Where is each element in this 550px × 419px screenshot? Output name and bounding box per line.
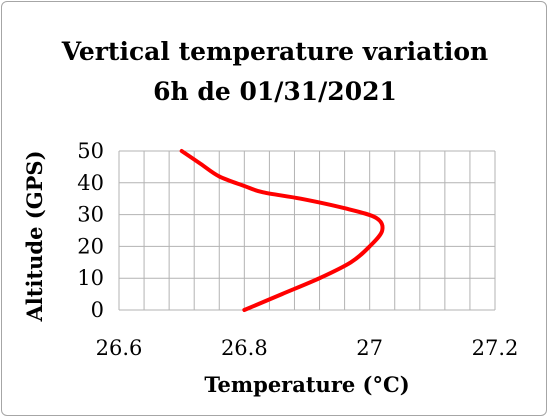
y-tick-label: 0 bbox=[91, 298, 104, 322]
series-layer bbox=[179, 149, 385, 312]
y-tick-label: 50 bbox=[77, 139, 104, 163]
temperature-series-line bbox=[179, 149, 385, 312]
chart-title-line-2: 6h de 01/31/2021 bbox=[153, 77, 397, 106]
y-tick-label: 10 bbox=[77, 266, 104, 290]
y-axis-ticks: 0 10 20 30 40 50 bbox=[77, 139, 104, 322]
chart-title-line-1: Vertical temperature variation bbox=[61, 37, 489, 66]
x-tick-label: 27 bbox=[356, 336, 383, 360]
x-tick-label: 26.6 bbox=[96, 336, 143, 360]
x-tick-label: 26.8 bbox=[221, 336, 268, 360]
x-tick-label: 27.2 bbox=[472, 336, 519, 360]
y-tick-label: 40 bbox=[77, 171, 104, 195]
y-tick-label: 30 bbox=[77, 203, 104, 227]
grid bbox=[118, 150, 496, 311]
y-tick-label: 20 bbox=[77, 234, 104, 258]
x-axis-title: Temperature (°C) bbox=[204, 372, 409, 397]
y-axis-title: Altitude (GPS) bbox=[22, 150, 47, 322]
x-axis-ticks: 26.6 26.8 27 27.2 bbox=[96, 336, 519, 360]
